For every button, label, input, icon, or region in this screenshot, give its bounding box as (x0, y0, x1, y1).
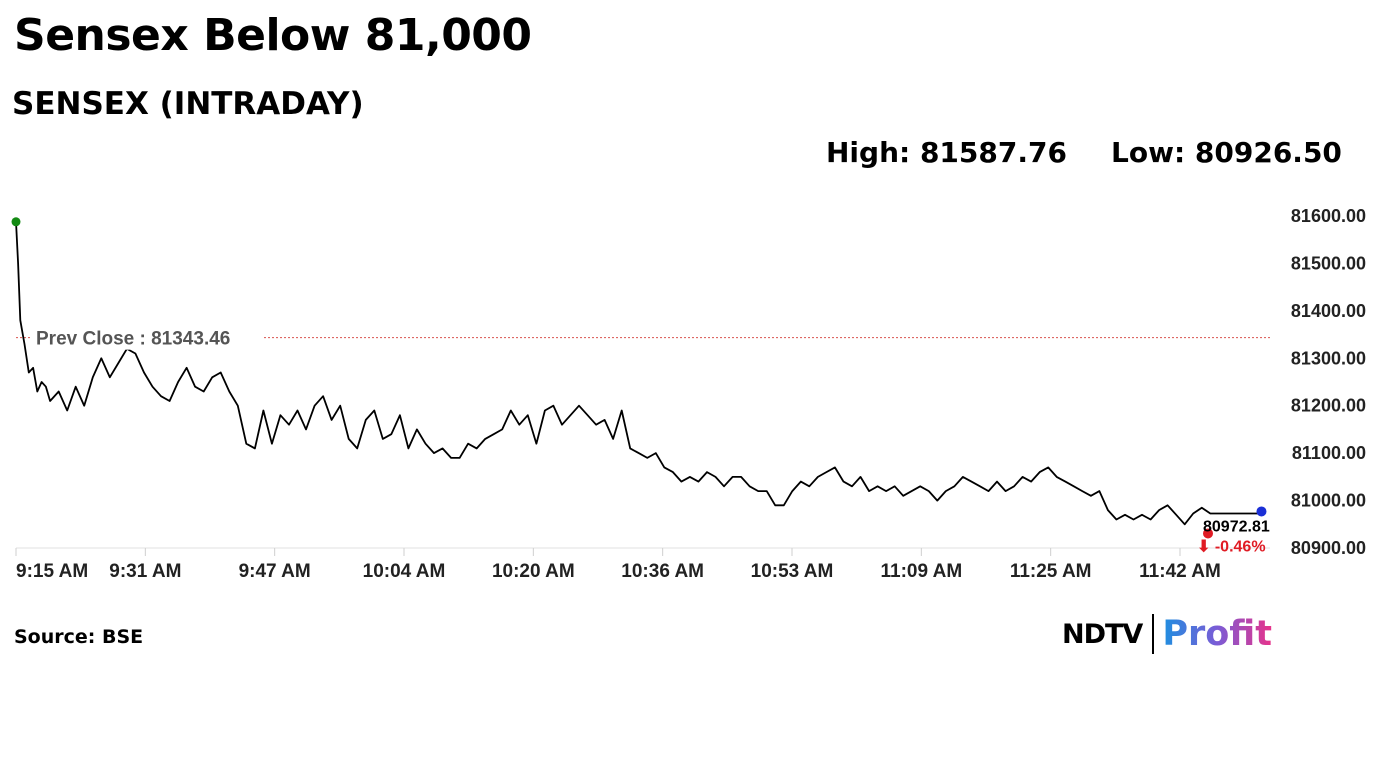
x-tick-label: 9:31 AM (109, 561, 181, 582)
y-tick-label: 80900.00 (1291, 538, 1366, 558)
prev-close-label-bg (30, 325, 262, 350)
logo-ndtv-text: NDTV (1062, 618, 1143, 650)
y-tick-label: 81000.00 (1291, 491, 1366, 511)
source-note: Source: BSE (14, 626, 144, 648)
x-tick-label: 10:36 AM (621, 561, 704, 582)
x-tick-label: 10:20 AM (492, 561, 575, 582)
x-tick-label: 11:42 AM (1139, 561, 1221, 582)
prev-close-label: Prev Close : 81343.46 (36, 329, 230, 350)
x-tick-label: 9:47 AM (239, 561, 311, 582)
y-tick-label: 81400.00 (1291, 301, 1366, 321)
y-axis-ticks: 81600.00 81500.00 81400.00 81300.00 81200.00… (1291, 206, 1366, 558)
change-percent-label: ⬇ -0.46% (1197, 538, 1266, 555)
last-value-label: 80972.81 (1203, 518, 1270, 535)
y-tick-label: 81600.00 (1291, 206, 1366, 226)
x-tick-label: 9:15 AM (16, 561, 88, 582)
high-value: High: 81587.76 (826, 136, 1067, 169)
last-value-marker (1203, 528, 1213, 539)
x-tick-label: 11:09 AM (880, 561, 962, 582)
x-tick-label: 10:04 AM (363, 561, 446, 582)
intraday-line-chart: Prev Close : 81343.46 81600.0081500.0081… (11, 206, 1366, 582)
chart-title: SENSEX (INTRADAY) (12, 86, 364, 122)
low-value: Low: 80926.50 (1111, 136, 1342, 169)
logo-profit-text: Profit (1162, 614, 1272, 654)
headline: Sensex Below 81,000 (14, 10, 532, 61)
x-tick-label: 10:53 AM (751, 561, 834, 582)
x-tick-label: 11:25 AM (1010, 561, 1092, 582)
y-tick-label: 81200.00 (1291, 396, 1366, 416)
y-tick-label: 81500.00 (1291, 253, 1366, 273)
y-tick-label: 81100.00 (1292, 443, 1366, 463)
y-tick-label: 81300.00 (1291, 348, 1366, 368)
logo-divider (1152, 614, 1155, 654)
series-line (15, 221, 1262, 526)
ndtv-profit-logo: NDTV Profit (1062, 612, 1272, 656)
x-axis-ticks: 9:15 AM 9:31 AM 9:47 AM 10:04 AM 10:20 AM 10:… (15, 548, 1221, 582)
latest-marker (1256, 506, 1267, 517)
open-marker (11, 217, 21, 227)
